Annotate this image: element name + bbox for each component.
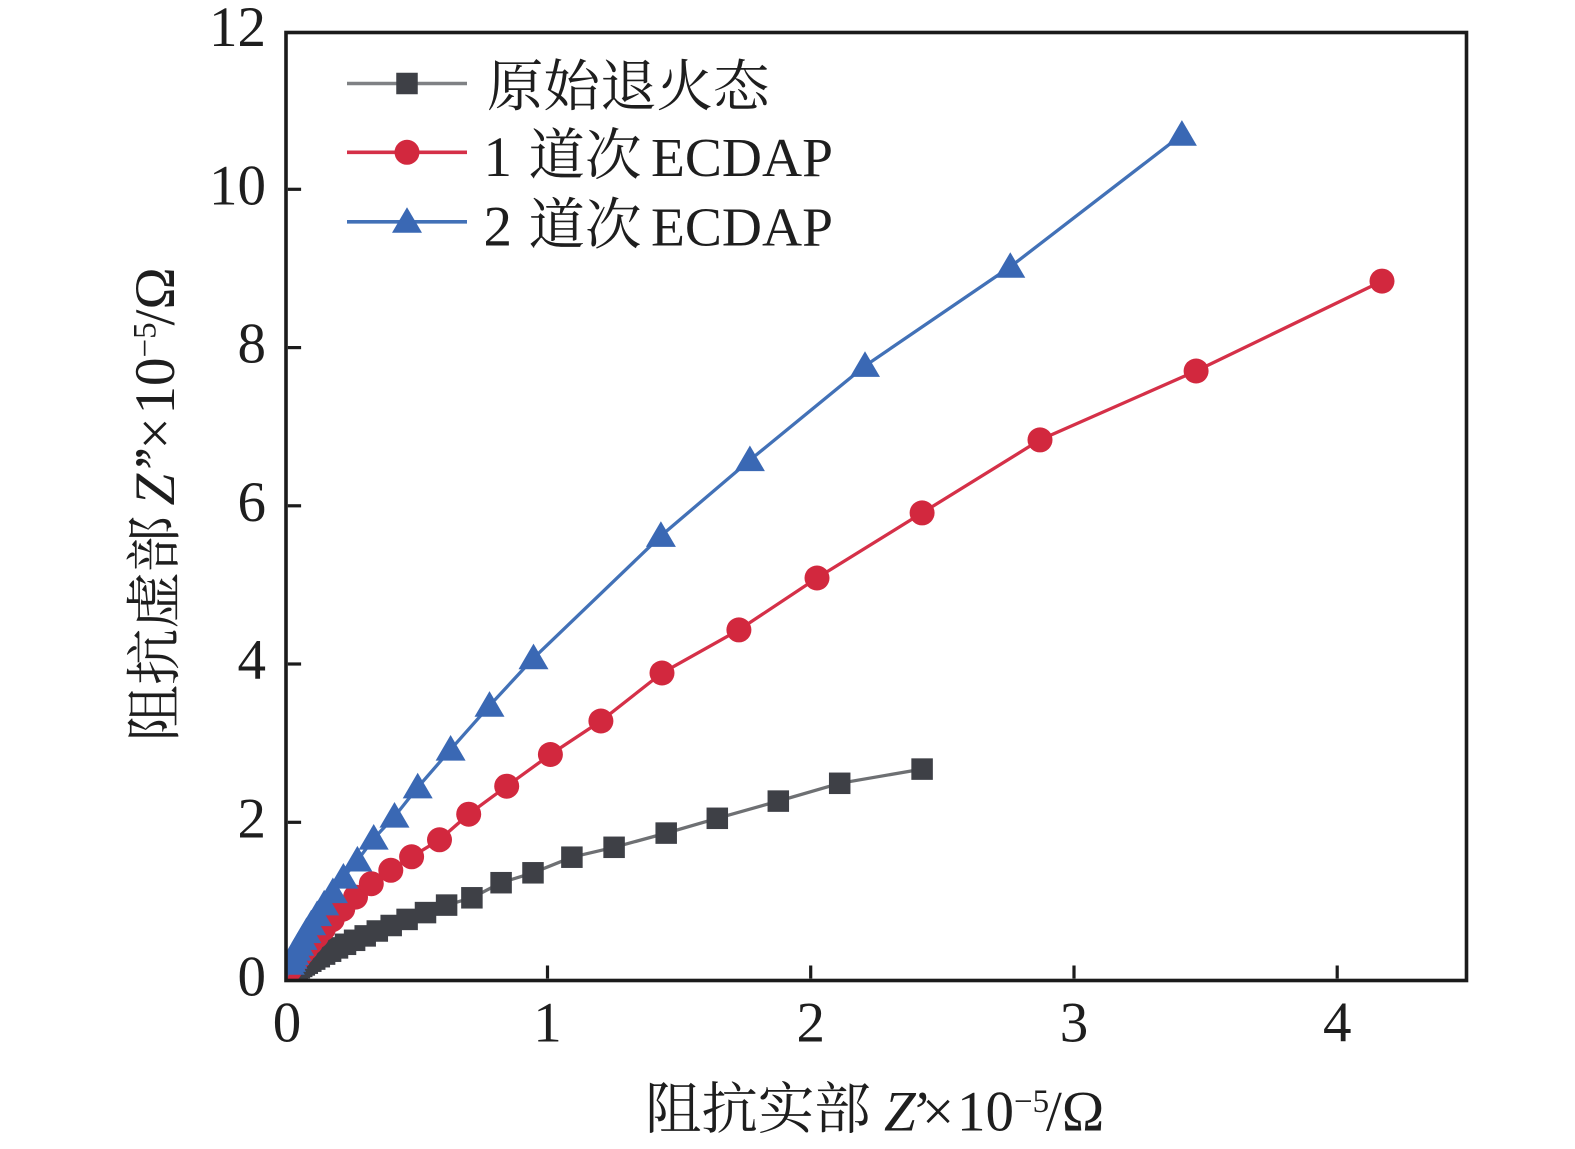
svg-text:ECDAP: ECDAP	[651, 128, 833, 189]
svg-text:’: ’	[909, 1081, 928, 1144]
svg-text:0: 0	[238, 946, 267, 1009]
svg-text:3: 3	[1060, 992, 1089, 1055]
svg-text:12: 12	[209, 0, 266, 59]
svg-text:ECDAP: ECDAP	[651, 197, 833, 258]
svg-text:Z: Z	[124, 473, 187, 506]
svg-text:1: 1	[484, 126, 513, 189]
svg-text:6: 6	[238, 471, 267, 534]
svg-text:’: ’	[124, 448, 187, 467]
svg-text:Z: Z	[884, 1081, 917, 1144]
svg-text:2: 2	[796, 992, 825, 1055]
svg-text:10: 10	[209, 154, 266, 217]
svg-text:10: 10	[957, 1081, 1014, 1144]
svg-text:8: 8	[238, 313, 267, 376]
svg-text:×: ×	[124, 417, 187, 449]
svg-text:/Ω: /Ω	[1046, 1081, 1104, 1144]
svg-text:4: 4	[238, 629, 267, 692]
svg-text:0: 0	[273, 992, 302, 1055]
svg-text:1: 1	[533, 992, 562, 1055]
svg-text:−5: −5	[127, 322, 163, 357]
svg-text:’: ’	[124, 457, 187, 476]
svg-text:×: ×	[922, 1081, 954, 1144]
svg-text:2: 2	[238, 787, 267, 850]
svg-text:/Ω: /Ω	[124, 267, 187, 325]
svg-text:−5: −5	[1014, 1084, 1049, 1120]
svg-text:4: 4	[1323, 992, 1352, 1055]
svg-text:2: 2	[484, 195, 513, 258]
svg-text:10: 10	[124, 358, 187, 415]
